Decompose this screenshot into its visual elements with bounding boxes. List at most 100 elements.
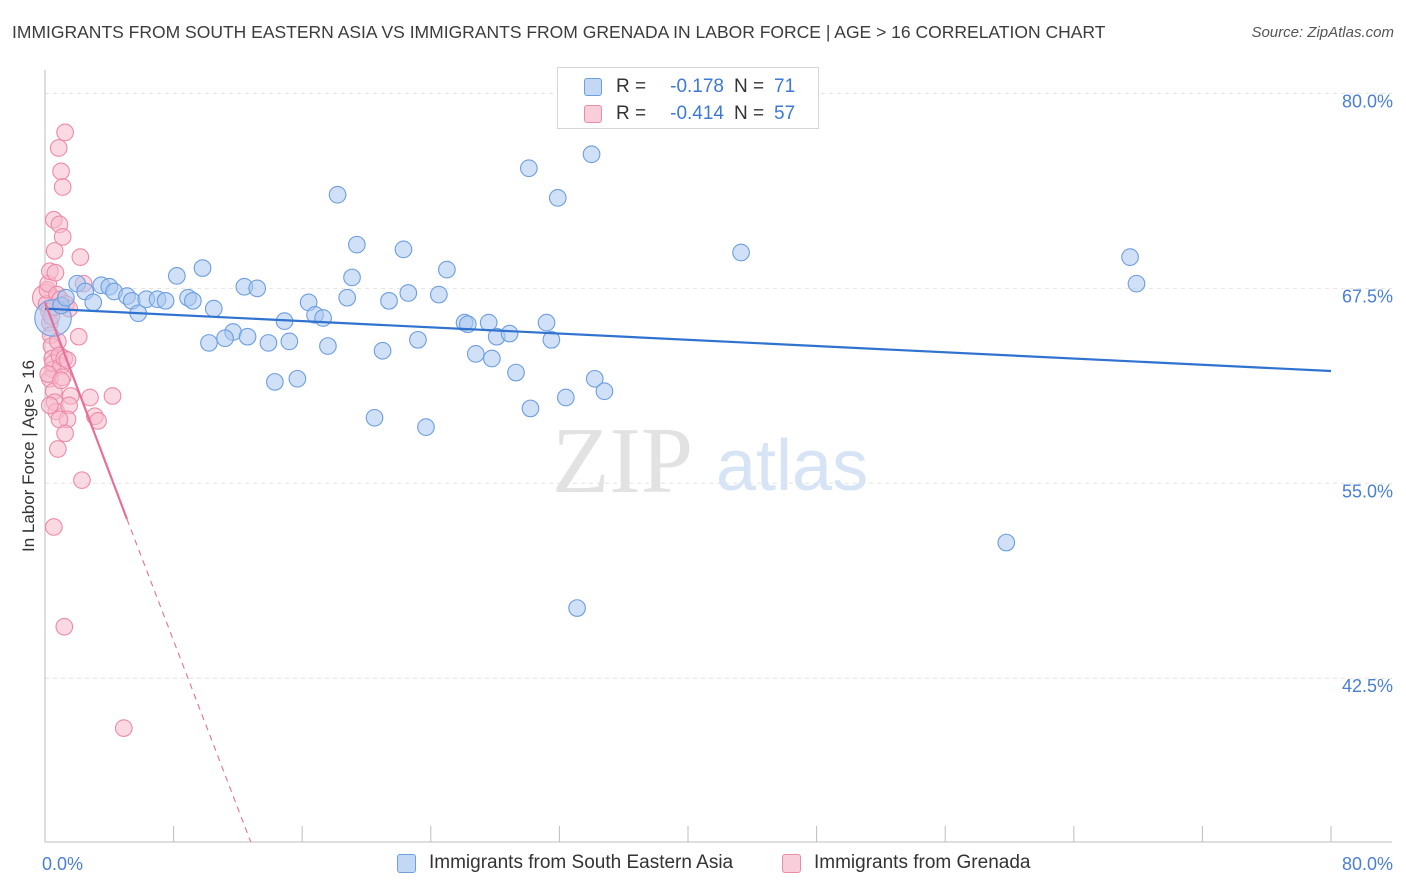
grenada-point [49, 139, 68, 157]
chart-title: IMMIGRANTS FROM SOUTH EASTERN ASIA VS IM… [12, 22, 1106, 42]
legend-swatch-pink [584, 105, 602, 123]
r-label: R = [616, 76, 647, 97]
sea-point [216, 329, 234, 348]
grenada-trend-line [43, 301, 129, 520]
grenada-point [55, 617, 74, 636]
grenada-point [53, 228, 72, 246]
sea-point [84, 293, 103, 312]
r-value: -0.414 [670, 103, 724, 124]
tick-labels: 42.5% 55.0% 67.5% 80.0% 0.0% 80.0% [42, 91, 1393, 874]
sea-point [548, 189, 567, 207]
sea-point [184, 291, 202, 310]
sea-point [365, 408, 384, 427]
bottom-swatch-blue [397, 854, 416, 873]
grenada-point [103, 387, 122, 405]
r-value: -0.178 [670, 76, 724, 97]
sea-point [200, 334, 218, 352]
watermark: ZIP atlas [552, 409, 868, 513]
source-label: Source: ZipAtlas.com [1251, 24, 1394, 41]
sea-point [500, 324, 519, 343]
y-axis-label: In Labor Force | Age > 16 [19, 360, 38, 552]
y-tick-label: 42.5% [1342, 676, 1393, 696]
sea-point [585, 369, 604, 388]
grenada-point [46, 263, 65, 282]
sea-point [238, 327, 257, 346]
sea-point [167, 267, 186, 285]
sea-point [507, 363, 525, 382]
n-value: 57 [774, 103, 796, 124]
sea-point [338, 288, 357, 307]
sea-point [248, 279, 267, 298]
sea-point [373, 341, 392, 360]
bottom-swatch-pink [782, 854, 801, 873]
sea-point [380, 291, 398, 310]
n-value: 71 [774, 76, 796, 97]
bottom-legend-label: Immigrants from South Eastern Asia [429, 852, 734, 873]
grenada-point [71, 248, 90, 267]
sea-point [57, 288, 75, 307]
grenada-point [44, 518, 63, 536]
watermark-atlas: atlas [716, 426, 868, 506]
sea-point [568, 599, 586, 617]
sea-point [997, 533, 1016, 552]
sea-point [319, 337, 337, 355]
sea-point [204, 299, 223, 318]
grenada-point [56, 123, 74, 142]
grenada-point [49, 440, 67, 458]
x-tick-label: 0.0% [42, 854, 83, 874]
grenada-point [53, 178, 72, 196]
sea-point [193, 259, 212, 277]
n-label: N = [734, 76, 765, 97]
sea-point [394, 240, 413, 259]
sea-point [732, 243, 750, 262]
sea-point [409, 330, 427, 349]
watermark-zip: ZIP [552, 409, 693, 513]
sea-point [542, 330, 561, 349]
grenada-point [52, 162, 70, 181]
bottom-legend-label: Immigrants from Grenada [814, 852, 1031, 873]
sea-point [348, 235, 366, 254]
grenada-point [40, 396, 59, 415]
grenada-point [56, 424, 74, 443]
sea-point [1121, 248, 1139, 267]
legend-swatch-blue [584, 78, 602, 96]
sea-point [521, 399, 540, 418]
sea-point [343, 268, 361, 287]
axes [44, 70, 1392, 843]
sea-point [1127, 274, 1146, 293]
grenada-points [31, 123, 133, 737]
sea-point [417, 418, 435, 436]
sea-point [314, 309, 332, 327]
stats-legend: R = -0.178 N = 71 R = -0.414 N = 57 [557, 67, 819, 129]
gridlines [45, 92, 1392, 679]
r-label: R = [616, 103, 647, 124]
sea-point [466, 344, 485, 363]
n-label: N = [734, 103, 765, 124]
sea-point [280, 332, 299, 351]
sea-point [556, 388, 575, 407]
sea-point [483, 349, 501, 368]
grenada-point [45, 242, 64, 260]
grenada-point [114, 719, 133, 737]
y-tick-label: 55.0% [1342, 481, 1393, 501]
sea-point [429, 285, 448, 304]
sea-point [288, 369, 307, 388]
grenada-point [69, 327, 88, 346]
sea-point [266, 373, 284, 391]
sea-trend-line [44, 307, 1332, 373]
sea-point [399, 284, 418, 302]
y-tick-label: 67.5% [1342, 286, 1393, 306]
sea-point [582, 145, 601, 164]
sea-point [595, 382, 614, 401]
sea-point [259, 334, 278, 352]
sea-point [537, 313, 556, 332]
sea-point [156, 291, 175, 310]
trend-lines [43, 301, 1332, 843]
sea-points [34, 145, 1146, 617]
sea-point [328, 185, 347, 204]
grenada-point [73, 471, 91, 490]
grenada-point [52, 371, 70, 390]
x-tick-label: 80.0% [1342, 854, 1393, 874]
y-tick-label: 80.0% [1342, 91, 1393, 111]
